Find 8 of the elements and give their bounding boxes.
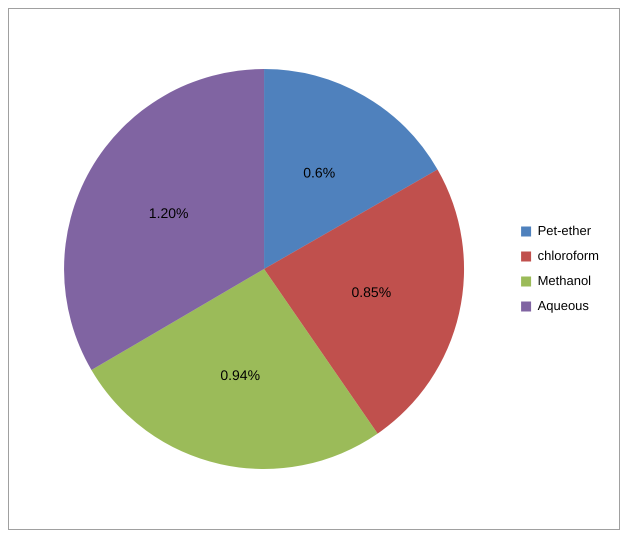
data-label: 0.85% (351, 284, 392, 300)
legend-label: chloroform (538, 248, 600, 264)
legend-label: Aqueous (538, 298, 590, 314)
legend-label: Methanol (538, 273, 592, 288)
legend-label: Pet-ether (538, 223, 592, 238)
data-label: 0.6% (303, 164, 336, 181)
data-label: 0.94% (220, 367, 260, 384)
data-label: 1.20% (148, 205, 188, 222)
